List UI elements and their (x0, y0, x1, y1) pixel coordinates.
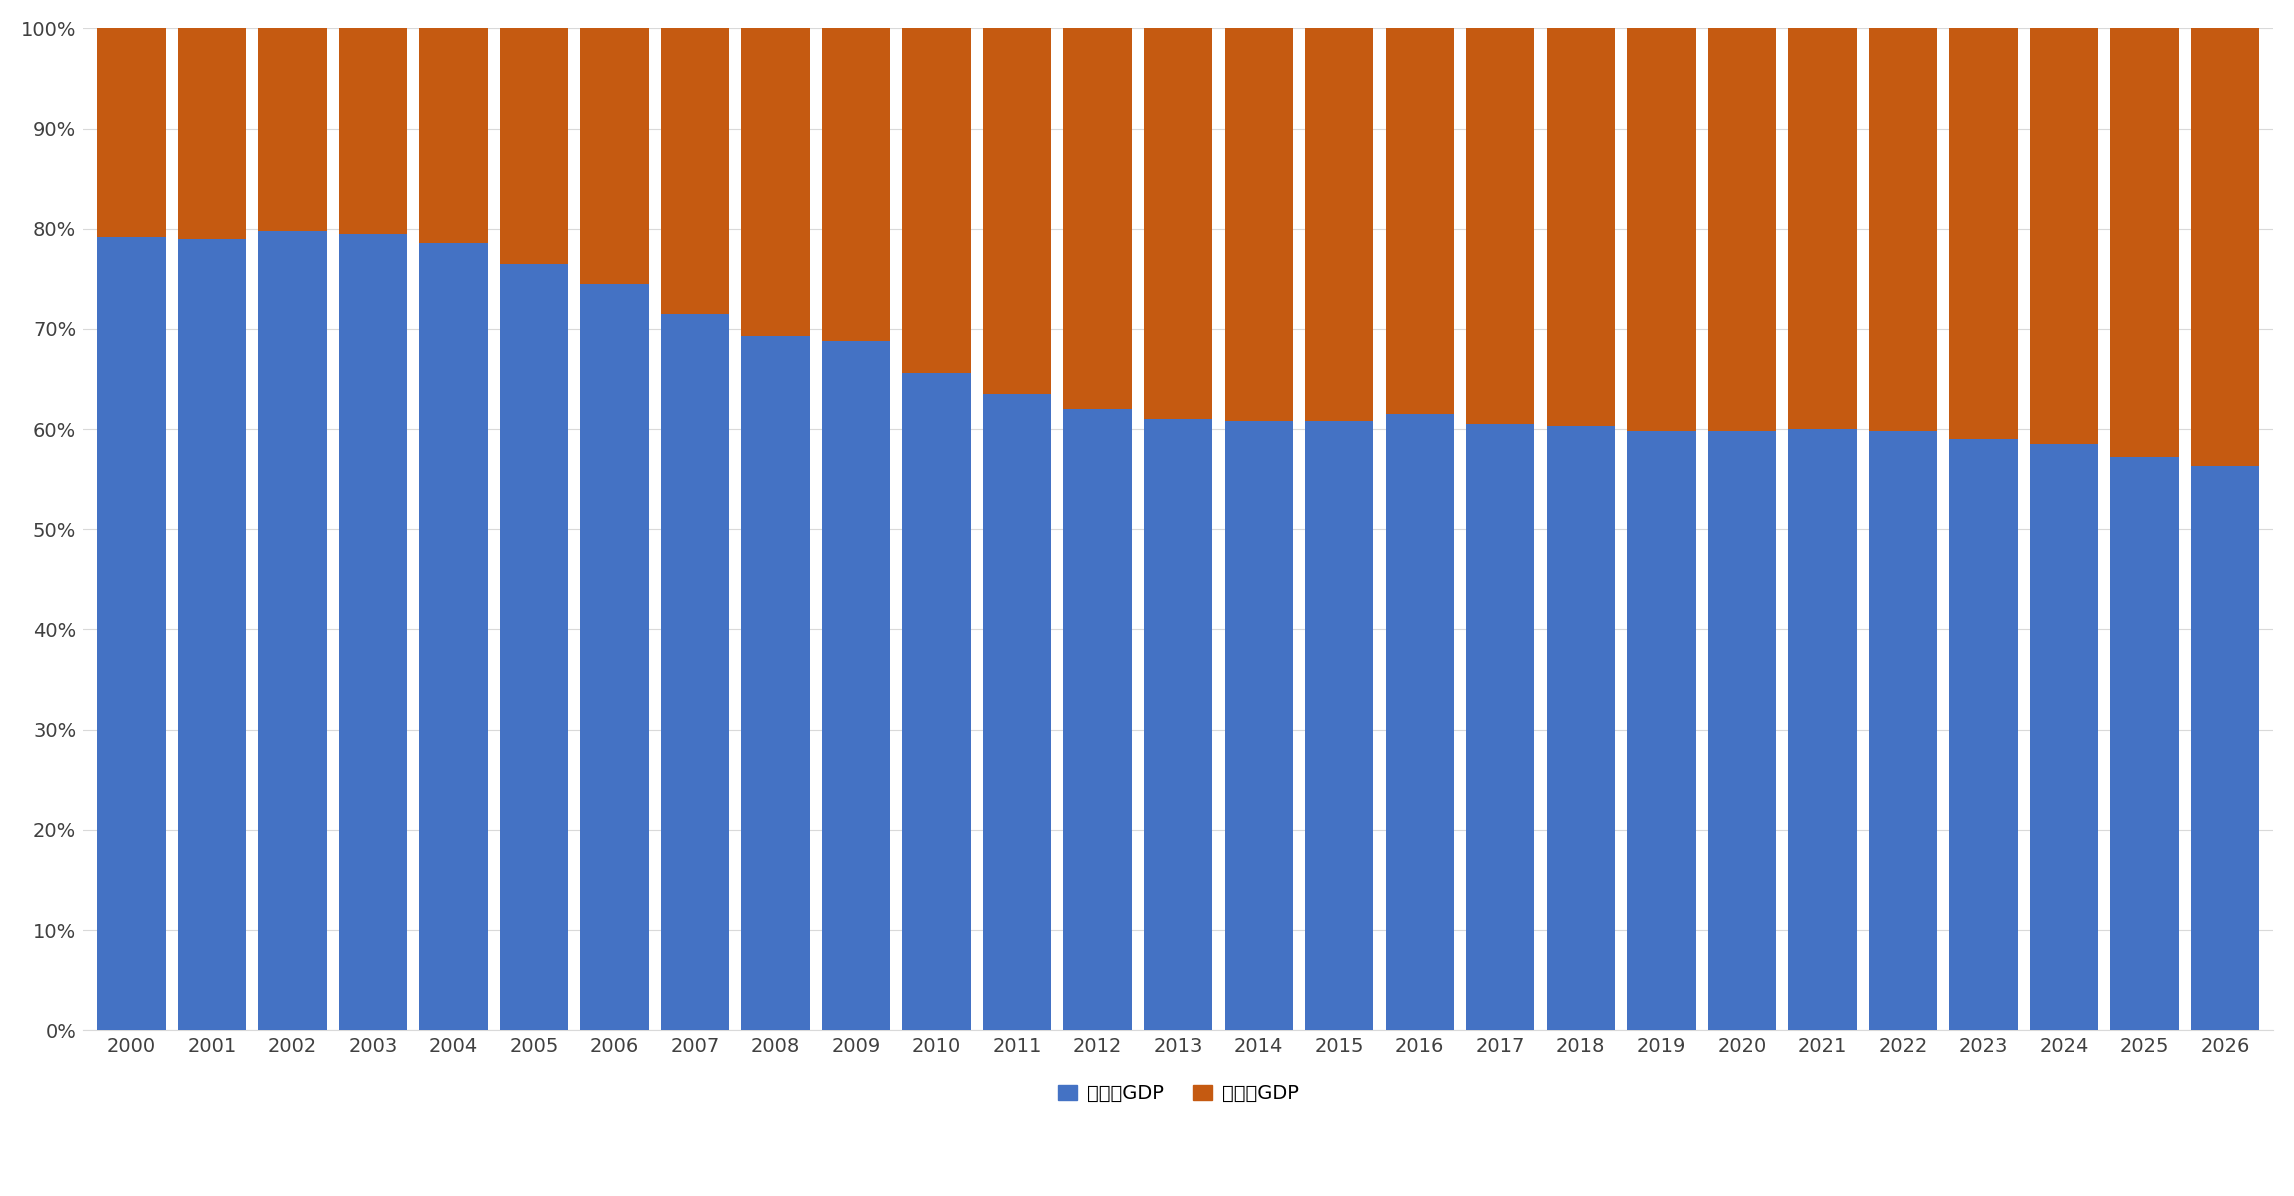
Bar (984, 29, 1051, 393)
Bar (2030, 29, 2099, 444)
Bar (500, 29, 569, 264)
Bar (340, 233, 408, 1030)
Bar (96, 29, 165, 237)
Bar (1626, 431, 1695, 1030)
Bar (2110, 29, 2179, 457)
Bar (1626, 29, 1695, 431)
Bar (1225, 29, 1294, 421)
Bar (1386, 414, 1454, 1030)
Bar (821, 29, 890, 341)
Bar (1466, 425, 1535, 1030)
Bar (741, 336, 810, 1030)
Bar (1787, 429, 1856, 1030)
Bar (1145, 29, 1214, 419)
Bar (2191, 29, 2260, 466)
Bar (821, 341, 890, 1030)
Bar (741, 29, 810, 336)
Bar (420, 243, 489, 1030)
Bar (96, 237, 165, 1030)
Bar (1466, 29, 1535, 425)
Bar (1950, 29, 2016, 439)
Bar (1546, 29, 1615, 426)
Bar (1787, 29, 1856, 429)
Bar (661, 29, 729, 313)
Bar (2030, 444, 2099, 1030)
Bar (2191, 466, 2260, 1030)
Bar (1305, 421, 1374, 1030)
Bar (179, 29, 245, 239)
Bar (259, 231, 326, 1030)
Bar (1386, 29, 1454, 414)
Bar (1870, 431, 1936, 1030)
Bar (1305, 29, 1374, 421)
Bar (1064, 29, 1131, 409)
Bar (1546, 426, 1615, 1030)
Bar (580, 283, 649, 1030)
Bar (1225, 421, 1294, 1030)
Bar (1707, 29, 1776, 431)
Bar (984, 393, 1051, 1030)
Bar (500, 264, 569, 1030)
Bar (1064, 409, 1131, 1030)
Bar (179, 239, 245, 1030)
Bar (661, 313, 729, 1030)
Bar (1707, 431, 1776, 1030)
Bar (1870, 29, 1936, 431)
Bar (902, 29, 970, 373)
Bar (1145, 419, 1214, 1030)
Bar (340, 29, 408, 233)
Bar (1950, 439, 2016, 1030)
Bar (902, 373, 970, 1030)
Bar (259, 29, 326, 231)
Legend: 先進国GDP, 新興国GDP: 先進国GDP, 新興国GDP (1051, 1076, 1308, 1111)
Bar (580, 29, 649, 283)
Bar (420, 29, 489, 243)
Bar (2110, 457, 2179, 1030)
